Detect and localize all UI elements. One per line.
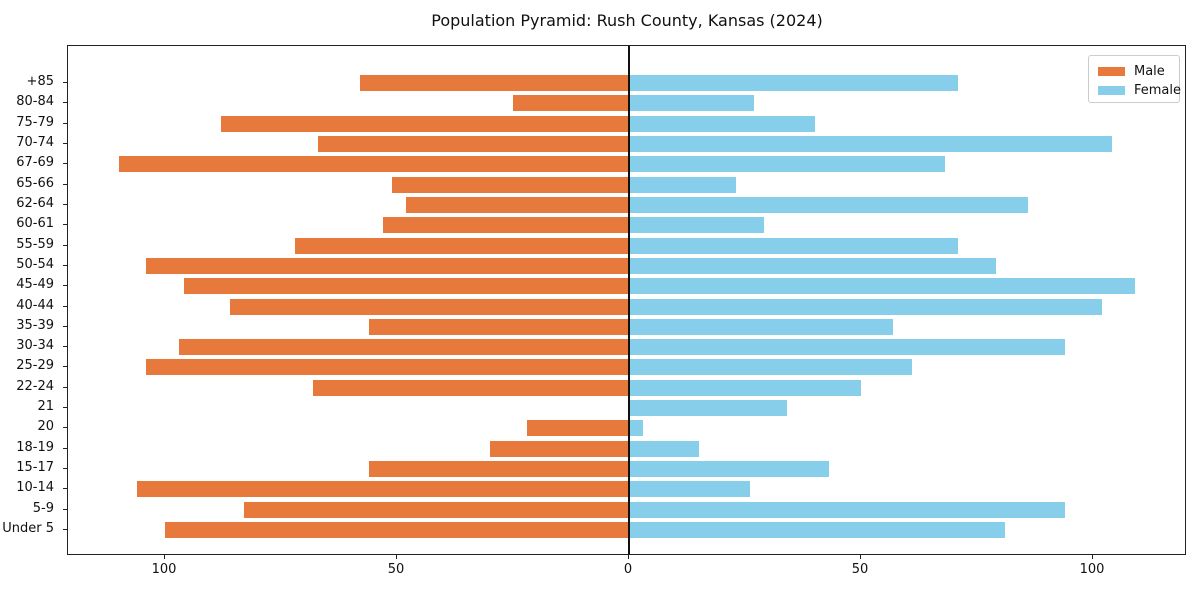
female-bar-Under 5	[629, 522, 1005, 539]
ytick-mark	[63, 346, 67, 348]
female-bar-62-64	[629, 196, 1029, 213]
ytick-mark	[63, 122, 67, 124]
ytick-mark	[63, 224, 67, 226]
ytick-mark	[63, 82, 67, 83]
female-bar-50-54	[629, 257, 996, 274]
ytick-mark	[63, 508, 67, 510]
female-bar-10-14	[629, 481, 750, 498]
female-bar-55-59	[629, 237, 959, 254]
female-bar-67-69	[629, 156, 945, 173]
female-bar-20	[629, 420, 643, 437]
male-bar-15-17	[369, 461, 629, 478]
xtick-mark	[1092, 555, 1093, 559]
male-bar-60-61	[383, 217, 629, 234]
ytick-mark	[63, 468, 67, 470]
legend-female-label: Female	[1134, 82, 1182, 98]
male-bar-70-74	[318, 135, 629, 152]
female-bar-21	[629, 400, 787, 417]
female-bar-65-66	[629, 176, 736, 193]
ytick-mark	[63, 142, 67, 144]
female-bar-5-9	[629, 501, 1066, 518]
legend-row-male: Male	[1098, 63, 1165, 79]
xtick-label-100-4: 100	[1079, 562, 1105, 577]
legend-male-swatch	[1098, 66, 1125, 76]
male-bar-80-84	[513, 95, 629, 112]
ytick-mark	[63, 244, 67, 246]
male-bar-67-69	[118, 156, 629, 173]
xtick-label-0-2: 0	[623, 562, 633, 577]
ytick-mark	[63, 183, 67, 185]
xtick-mark	[164, 555, 165, 559]
ytick-mark	[63, 447, 67, 449]
female-bar-70-74	[629, 135, 1112, 152]
xtick-label-50-3: 50	[851, 562, 869, 577]
ytick-mark	[63, 407, 67, 409]
ytick-mark	[63, 325, 67, 327]
female-bar-85+	[629, 75, 959, 91]
legend-row-female: Female	[1098, 82, 1181, 98]
male-bar-75-79	[220, 115, 629, 132]
ytick-mark	[63, 488, 67, 490]
ytick-mark	[63, 163, 67, 165]
male-bar-55-59	[294, 237, 629, 254]
female-bar-22-24	[629, 379, 861, 396]
ytick-mark	[63, 285, 67, 287]
male-bar-Under 5	[165, 522, 629, 539]
male-bar-18-19	[489, 440, 629, 457]
ytick-mark	[63, 203, 67, 205]
legend: Male Female	[1088, 55, 1181, 103]
chart-title: Population Pyramid: Rush County, Kansas …	[431, 11, 823, 30]
ytick-mark	[63, 264, 67, 266]
male-bar-35-39	[369, 318, 629, 335]
ytick-mark	[63, 427, 67, 429]
male-bar-85+	[359, 75, 629, 91]
male-bar-22-24	[313, 379, 629, 396]
male-bar-10-14	[137, 481, 629, 498]
legend-male-label: Male	[1134, 63, 1165, 79]
ytick-mark	[63, 366, 67, 368]
plot-area: Male Female	[67, 45, 1186, 555]
ytick-mark	[63, 529, 67, 531]
ytick-mark	[63, 386, 67, 388]
female-bar-75-79	[629, 115, 815, 132]
male-bar-62-64	[406, 196, 629, 213]
xtick-mark	[396, 555, 397, 559]
ytick-mark	[63, 305, 67, 307]
male-bar-45-49	[183, 278, 629, 295]
female-bar-45-49	[629, 278, 1135, 295]
xtick-label-50-1: 50	[387, 562, 405, 577]
female-bar-80-84	[629, 95, 755, 112]
male-bar-25-29	[146, 359, 629, 376]
ytick-mark	[63, 102, 67, 104]
zero-axis-line	[628, 46, 630, 554]
xtick-mark	[860, 555, 861, 559]
xtick-label-100-0: 100	[151, 562, 177, 577]
male-bar-30-34	[178, 339, 629, 356]
male-bar-40-44	[229, 298, 629, 315]
male-bar-50-54	[146, 257, 629, 274]
female-bar-60-61	[629, 217, 764, 234]
male-bar-20	[526, 420, 629, 437]
legend-female-swatch	[1098, 85, 1125, 95]
male-bar-65-66	[392, 176, 629, 193]
xtick-mark	[628, 555, 629, 559]
female-bar-18-19	[629, 440, 699, 457]
female-bar-40-44	[629, 298, 1103, 315]
female-bar-30-34	[629, 339, 1066, 356]
female-bar-15-17	[629, 461, 829, 478]
female-bar-35-39	[629, 318, 894, 335]
male-bar-5-9	[243, 501, 629, 518]
female-bar-25-29	[629, 359, 913, 376]
